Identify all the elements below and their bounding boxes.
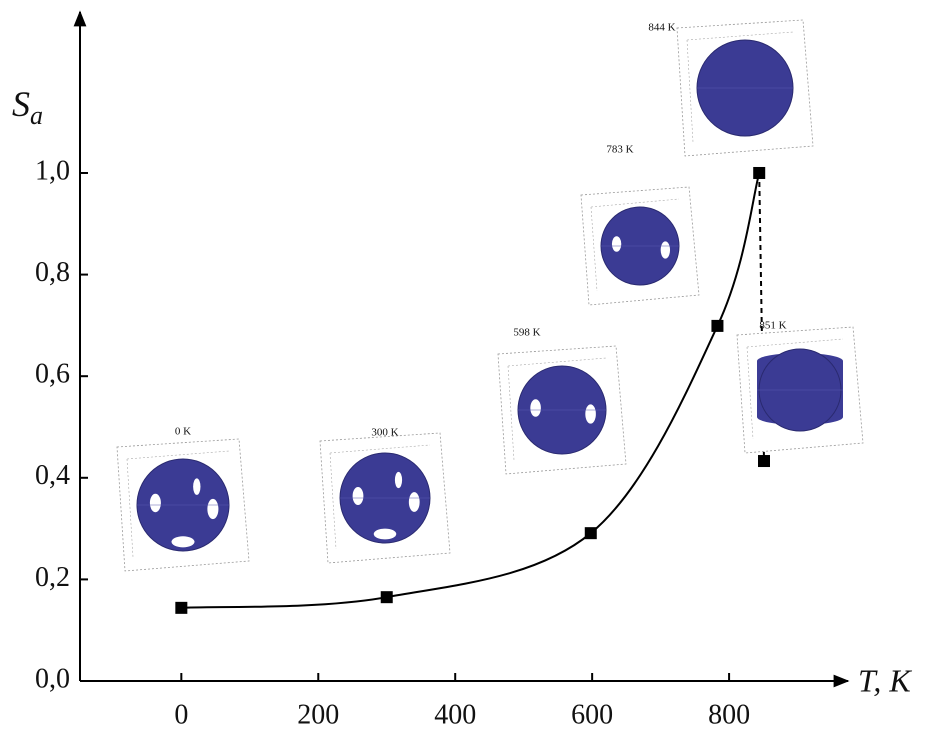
inset: 844 K xyxy=(648,20,813,156)
marker xyxy=(585,527,597,539)
spot xyxy=(585,404,596,423)
y-tick-label: 0,8 xyxy=(35,257,70,288)
inset-label: 851 K xyxy=(759,320,786,332)
inset: 851 K xyxy=(737,320,863,453)
spot xyxy=(207,499,218,519)
y-tick-label: 0,0 xyxy=(35,663,70,694)
inset-label: 0 K xyxy=(175,426,191,438)
y-label-main: S xyxy=(12,84,30,124)
inset: 783 K xyxy=(581,144,699,305)
inset-label: 844 K xyxy=(648,22,675,34)
y-tick-label: 0,2 xyxy=(35,562,70,593)
y-tick-label: 0,6 xyxy=(35,359,70,390)
inset: 300 K xyxy=(320,427,450,563)
marker xyxy=(758,455,770,467)
spot xyxy=(409,492,420,512)
insets: 0 K 300 K 598 K 783 K 844 K 851 K xyxy=(117,20,863,571)
spot xyxy=(395,472,402,488)
y-label-sub: a xyxy=(30,101,43,130)
spot xyxy=(172,536,195,547)
marker xyxy=(381,591,393,603)
spot xyxy=(353,487,364,505)
inset-label: 783 K xyxy=(606,144,633,156)
spot xyxy=(374,529,397,540)
marker xyxy=(753,167,765,179)
x-tick-label: 600 xyxy=(571,699,613,730)
x-tick-label: 0 xyxy=(174,699,188,730)
inset-label: 300 K xyxy=(371,427,398,439)
spot xyxy=(612,236,621,252)
y-axis-label: Sa xyxy=(12,84,43,130)
marker xyxy=(175,602,187,614)
y-tick-label: 0,4 xyxy=(35,460,70,491)
marker xyxy=(711,320,723,332)
chart: 0 K 300 K 598 K 783 K 844 K 851 K T, K Sa 0,0… xyxy=(0,0,944,737)
inset-label: 598 K xyxy=(513,327,540,339)
spot xyxy=(193,478,200,495)
x-tick-label: 200 xyxy=(297,699,339,730)
x-tick-label: 400 xyxy=(434,699,476,730)
x-tick-label: 800 xyxy=(708,699,750,730)
spot xyxy=(150,494,161,512)
y-tick-label: 1,0 xyxy=(35,155,70,186)
spot xyxy=(530,399,541,417)
inset: 598 K xyxy=(498,327,626,474)
inset: 0 K xyxy=(117,426,249,571)
x-axis-label: T, K xyxy=(858,662,912,698)
spot xyxy=(661,241,670,258)
